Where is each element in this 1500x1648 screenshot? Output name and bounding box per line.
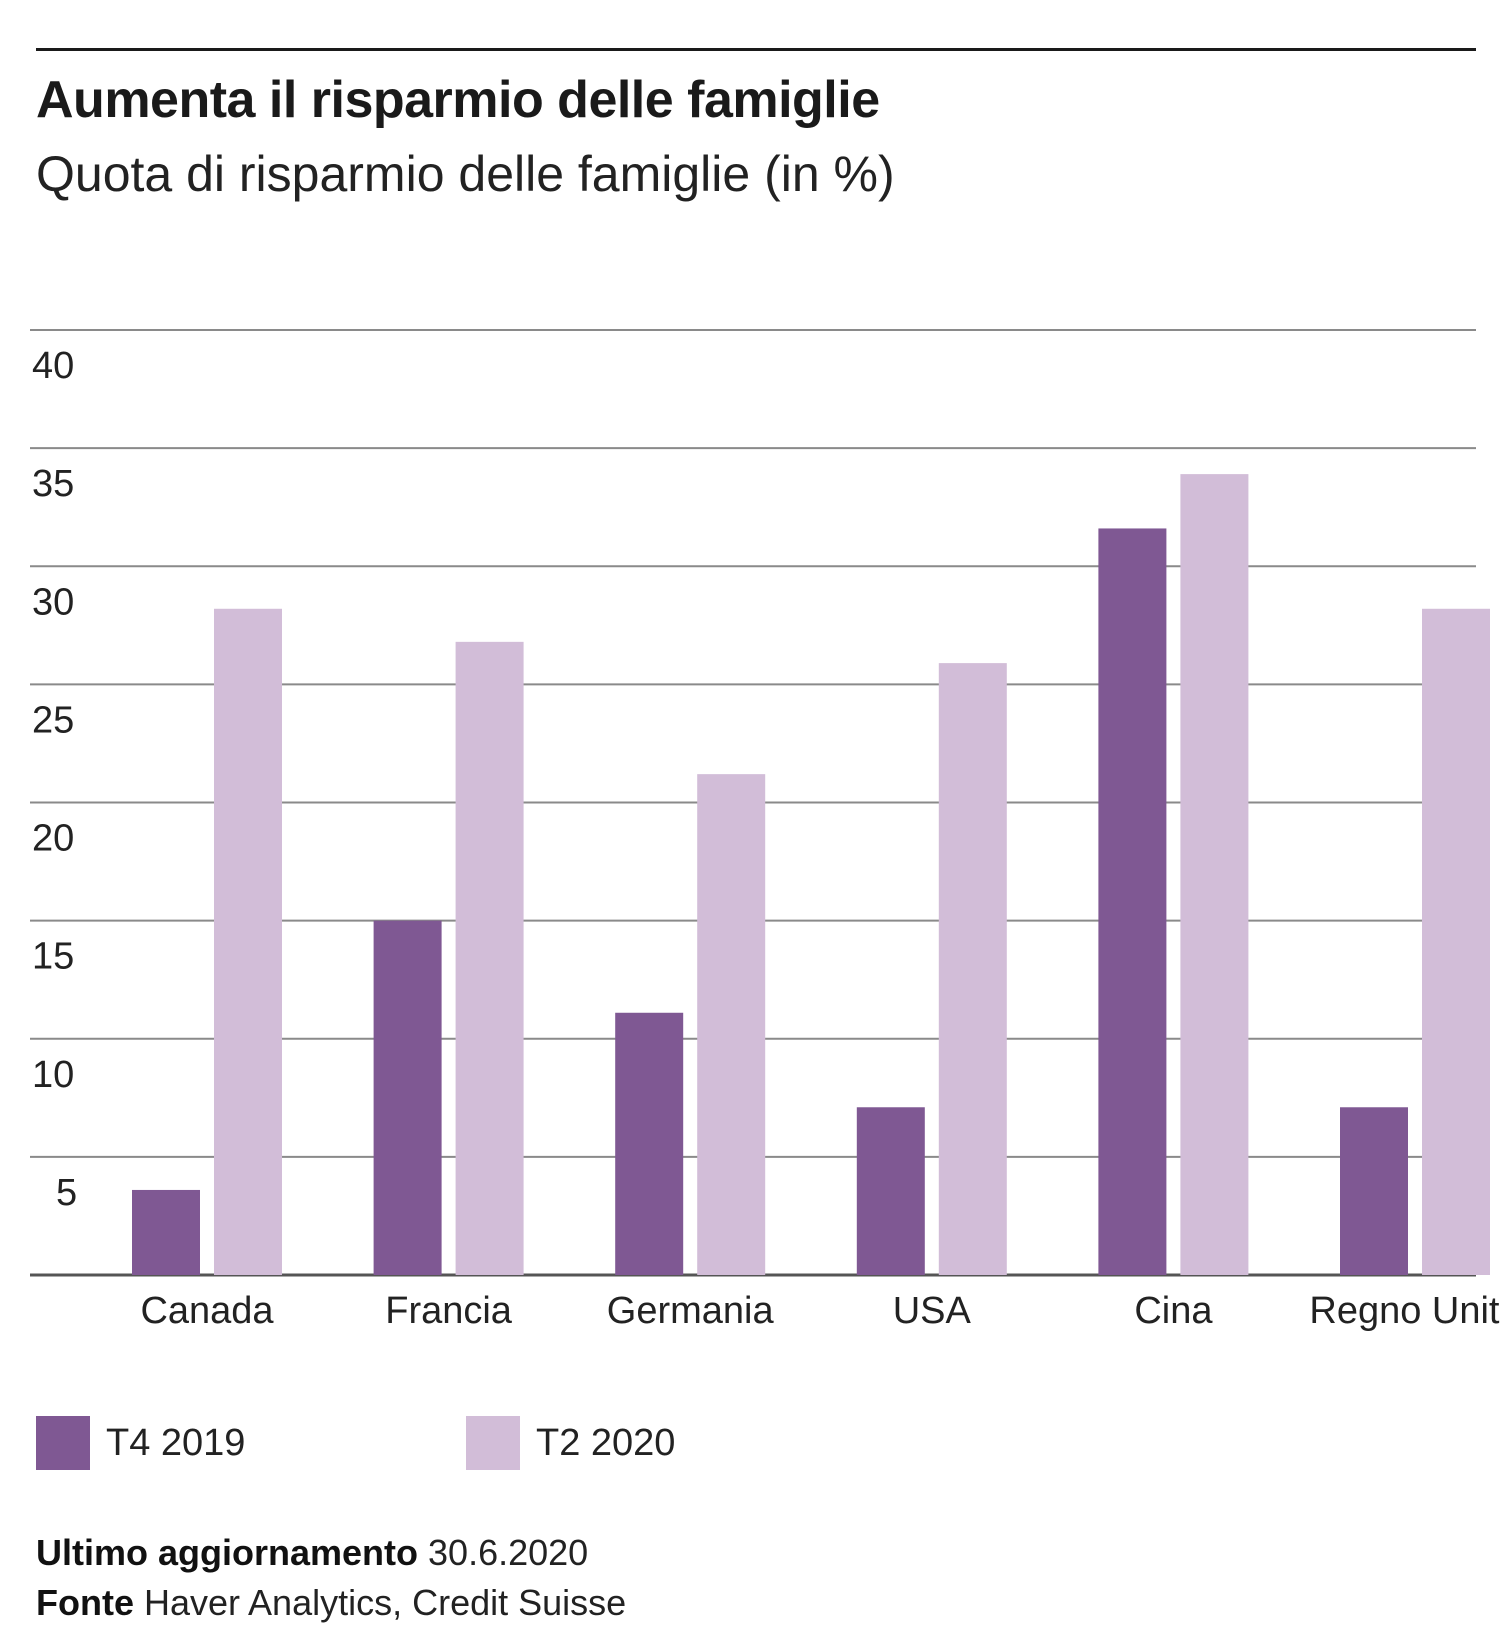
- bar-canada-t2-2020: [214, 608, 282, 1275]
- x-tick-label-cina: Cina: [1134, 1290, 1213, 1332]
- legend-label-t4-2019: T4 2019: [106, 1421, 246, 1464]
- legend-label-t2-2020: T2 2020: [536, 1421, 676, 1464]
- legend-item-t4-2019: T4 2019: [36, 1416, 245, 1470]
- y-tick-label-35: 35: [32, 463, 74, 505]
- x-tick-label-germania: Germania: [607, 1290, 775, 1332]
- bar-usa-t4-2019: [856, 1107, 925, 1275]
- footer-source: Fonte Haver Analytics, Credit Suisse: [36, 1582, 626, 1624]
- bar-regno-unito-t4-2019: [1340, 1107, 1408, 1275]
- y-tick-label-40: 40: [32, 345, 74, 387]
- bar-francia-t2-2020: [455, 641, 524, 1275]
- legend-swatch-t4-2019: [36, 1416, 90, 1470]
- bar-regno-unito-t2-2020: [1422, 608, 1490, 1275]
- y-tick-label-30: 30: [32, 581, 74, 623]
- footer-update-label: Ultimo aggiornamento: [36, 1532, 419, 1573]
- y-tick-label-5: 5: [56, 1172, 77, 1214]
- bar-germania-t4-2019: [615, 1012, 684, 1275]
- bar-usa-t2-2020: [938, 663, 1007, 1275]
- footer-source-label: Fonte: [36, 1582, 134, 1623]
- x-tick-label-usa: USA: [893, 1290, 972, 1332]
- x-tick-label-francia: Francia: [385, 1290, 513, 1332]
- y-tick-label-15: 15: [32, 936, 74, 978]
- bar-canada-t4-2019: [132, 1189, 200, 1275]
- y-tick-label-20: 20: [32, 818, 74, 860]
- footer-update: Ultimo aggiornamento 30.6.2020: [36, 1532, 588, 1574]
- top-rule: [36, 48, 1476, 51]
- bar-francia-t4-2019: [373, 920, 442, 1275]
- chart-subtitle: Quota di risparmio delle famiglie (in %): [36, 146, 895, 202]
- bar-cina-t2-2020: [1180, 474, 1249, 1275]
- bar-germania-t2-2020: [697, 774, 766, 1275]
- x-tick-label-canada: Canada: [140, 1290, 274, 1332]
- legend-item-t2-2020: T2 2020: [466, 1416, 675, 1470]
- y-tick-label-25: 25: [32, 699, 74, 741]
- footer-update-value: 30.6.2020: [428, 1532, 589, 1573]
- x-tick-label-regno-unito: Regno Unito: [1309, 1290, 1500, 1332]
- chart-title: Aumenta il risparmio delle famiglie: [36, 71, 880, 129]
- bar-chart: 5 10 15 20 25 30 35 40 Canada Francia Germania USA C…: [30, 329, 1500, 1332]
- legend-swatch-t2-2020: [466, 1416, 520, 1470]
- footer-source-value: Haver Analytics, Credit Suisse: [144, 1582, 627, 1623]
- bar-cina-t4-2019: [1098, 528, 1167, 1275]
- y-tick-label-10: 10: [32, 1054, 74, 1096]
